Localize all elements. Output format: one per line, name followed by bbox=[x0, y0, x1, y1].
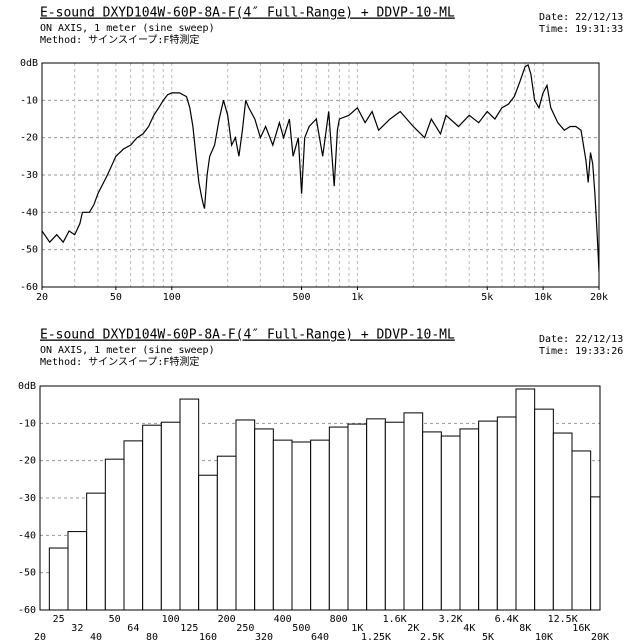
y-tick-label: 0dB bbox=[18, 381, 36, 392]
bar bbox=[515, 388, 536, 610]
bar bbox=[496, 416, 517, 610]
bar bbox=[440, 435, 461, 610]
bar bbox=[160, 421, 181, 610]
x-tick-label: 20k bbox=[590, 292, 608, 303]
y-tick-label: -50 bbox=[18, 568, 36, 579]
x-tick-label: 3.2K bbox=[439, 614, 463, 625]
bar bbox=[384, 421, 405, 610]
bar bbox=[67, 531, 88, 610]
x-tick-label: 100 bbox=[162, 614, 180, 625]
x-tick-label: 1K bbox=[351, 623, 363, 634]
bar bbox=[216, 455, 237, 610]
x-tick-label: 500 bbox=[292, 623, 310, 634]
x-tick-label: 20 bbox=[34, 632, 46, 643]
y-tick-label: -30 bbox=[20, 170, 38, 181]
y-tick-label: 0dB bbox=[20, 58, 38, 69]
x-tick-label: 5k bbox=[481, 292, 493, 303]
response-line bbox=[42, 63, 599, 273]
bars bbox=[48, 388, 600, 610]
bar bbox=[422, 431, 442, 610]
chart-title: E-sound DXYD104W-60P-8A-F(4″ Full-Range)… bbox=[40, 6, 455, 21]
y-tick-label: -40 bbox=[18, 530, 36, 541]
x-tick-label: 10K bbox=[535, 632, 553, 643]
bar bbox=[478, 420, 498, 610]
bar bbox=[104, 458, 125, 610]
y-tick-label: -20 bbox=[18, 456, 36, 467]
x-tick-label: 4K bbox=[463, 623, 475, 634]
method: Method: サインスイープ:F特測定 bbox=[40, 355, 199, 368]
time: Time: 19:33:26 bbox=[539, 346, 623, 357]
bar bbox=[123, 440, 144, 610]
bar bbox=[366, 418, 386, 610]
x-tick-label: 125 bbox=[180, 623, 198, 634]
y-tick-label: -40 bbox=[20, 207, 38, 218]
bar bbox=[142, 424, 162, 610]
y-tick-label: -30 bbox=[18, 493, 36, 504]
bar bbox=[590, 496, 600, 610]
y-tick-label: -50 bbox=[20, 245, 38, 256]
bar bbox=[272, 439, 293, 610]
x-tick-label: 200 bbox=[218, 614, 236, 625]
x-tick-label: 80 bbox=[146, 632, 158, 643]
bar bbox=[403, 412, 424, 610]
bar bbox=[534, 408, 554, 610]
bar bbox=[571, 450, 592, 610]
x-tick-label: 2.5K bbox=[420, 632, 444, 643]
bar bbox=[291, 441, 312, 610]
plot-frame bbox=[41, 62, 600, 288]
date: Date: 22/12/13 bbox=[539, 334, 623, 345]
x-tick-label: 25 bbox=[53, 614, 65, 625]
bar bbox=[235, 419, 256, 610]
x-tick-label: 50 bbox=[110, 292, 122, 303]
chart-subtitle: ON AXIS, 1 meter (sine sweep) bbox=[40, 23, 215, 34]
bar bbox=[179, 398, 200, 610]
date: Date: 22/12/13 bbox=[539, 12, 623, 23]
x-tick-label: 500 bbox=[293, 292, 311, 303]
x-tick-label: 16K bbox=[572, 623, 590, 634]
x-tick-label: 1.25K bbox=[361, 632, 391, 643]
x-tick-label: 40 bbox=[90, 632, 102, 643]
x-tick-label: 160 bbox=[199, 632, 217, 643]
x-tick-label: 5K bbox=[482, 632, 494, 643]
method: Method: サインスイープ:F特測定 bbox=[40, 33, 199, 46]
x-tick-label: 10k bbox=[534, 292, 552, 303]
time: Time: 19:31:33 bbox=[539, 24, 623, 35]
bar bbox=[86, 492, 106, 610]
bar bbox=[552, 432, 573, 610]
bar bbox=[310, 439, 330, 610]
y-tick-label: -20 bbox=[20, 133, 38, 144]
bar bbox=[48, 547, 69, 610]
y-tick-label: -10 bbox=[18, 418, 36, 429]
x-tick-label: 20K bbox=[591, 632, 609, 643]
y-tick-label: -60 bbox=[20, 282, 38, 293]
chart-subtitle: ON AXIS, 1 meter (sine sweep) bbox=[40, 345, 215, 356]
bar bbox=[254, 428, 274, 610]
y-tick-label: -10 bbox=[20, 95, 38, 106]
x-tick-label: 32 bbox=[71, 623, 83, 634]
plot-frame bbox=[39, 385, 601, 611]
x-tick-label: 6.4K bbox=[495, 614, 519, 625]
x-tick-label: 20 bbox=[36, 292, 48, 303]
x-tick-label: 320 bbox=[255, 632, 273, 643]
bar bbox=[198, 474, 218, 610]
x-tick-label: 1.6K bbox=[383, 614, 407, 625]
x-tick-label: 800 bbox=[330, 614, 348, 625]
x-tick-label: 1k bbox=[351, 292, 363, 303]
chart-title: E-sound DXYD104W-60P-8A-F(4″ Full-Range)… bbox=[40, 328, 455, 343]
bar bbox=[347, 423, 368, 610]
x-tick-label: 50 bbox=[109, 614, 121, 625]
x-tick-label: 250 bbox=[236, 623, 254, 634]
x-tick-label: 8K bbox=[519, 623, 531, 634]
x-tick-label: 64 bbox=[127, 623, 139, 634]
x-tick-label: 100 bbox=[163, 292, 181, 303]
bar bbox=[328, 426, 349, 610]
y-tick-label: -60 bbox=[18, 605, 36, 616]
x-tick-label: 12.5K bbox=[548, 614, 578, 625]
x-tick-label: 640 bbox=[311, 632, 329, 643]
bar bbox=[459, 428, 480, 610]
x-tick-label: 2K bbox=[407, 623, 419, 634]
x-tick-label: 400 bbox=[274, 614, 292, 625]
